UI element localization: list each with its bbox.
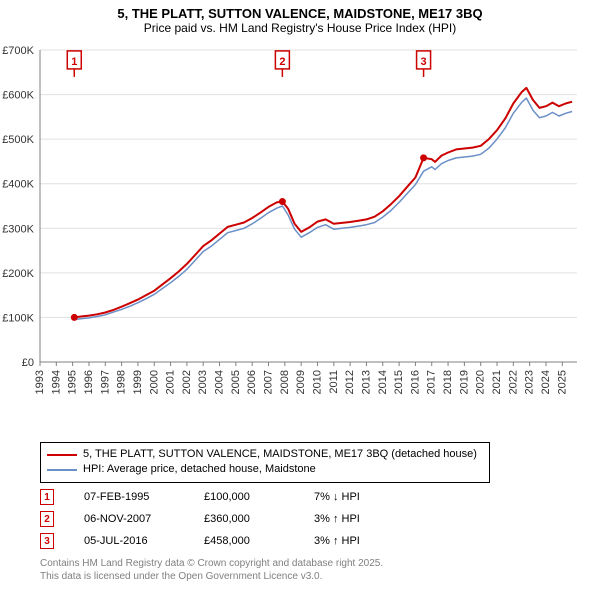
svg-text:2002: 2002 (181, 370, 193, 394)
sale-delta: 7% ↓ HPI (314, 491, 394, 503)
svg-text:£300K: £300K (2, 223, 34, 235)
sale-price: £100,000 (204, 491, 284, 503)
chart-titles: 5, THE PLATT, SUTTON VALENCE, MAIDSTONE,… (0, 0, 600, 35)
svg-text:2020: 2020 (475, 370, 487, 394)
svg-text:£600K: £600K (2, 90, 34, 102)
sale-marker-icon: 1 (40, 489, 54, 505)
legend-swatch (47, 454, 77, 456)
legend-label: HPI: Average price, detached house, Maid… (83, 462, 316, 477)
svg-text:2007: 2007 (263, 370, 275, 394)
svg-text:2021: 2021 (491, 370, 503, 394)
svg-text:2014: 2014 (377, 370, 389, 394)
svg-text:£500K: £500K (2, 134, 34, 146)
svg-text:2003: 2003 (197, 370, 209, 394)
svg-text:1993: 1993 (34, 370, 46, 394)
title-line-1: 5, THE PLATT, SUTTON VALENCE, MAIDSTONE,… (0, 6, 600, 21)
table-row: 2 06-NOV-2007 £360,000 3% ↑ HPI (40, 508, 394, 530)
footer-attribution: Contains HM Land Registry data © Crown c… (40, 558, 383, 583)
svg-text:1998: 1998 (116, 370, 128, 394)
svg-text:2016: 2016 (409, 370, 421, 394)
sale-date: 05-JUL-2016 (84, 535, 174, 547)
svg-text:2001: 2001 (165, 370, 177, 394)
table-row: 1 07-FEB-1995 £100,000 7% ↓ HPI (40, 486, 394, 508)
svg-text:£400K: £400K (2, 179, 34, 191)
sale-delta: 3% ↑ HPI (314, 513, 394, 525)
sale-delta: 3% ↑ HPI (314, 535, 394, 547)
legend-item: 5, THE PLATT, SUTTON VALENCE, MAIDSTONE,… (47, 447, 483, 462)
svg-text:2006: 2006 (246, 370, 258, 394)
svg-text:£700K: £700K (2, 45, 34, 57)
svg-text:2017: 2017 (426, 370, 438, 394)
svg-text:2023: 2023 (524, 370, 536, 394)
sale-marker-icon: 3 (40, 533, 54, 549)
sale-marker-icon: 2 (40, 511, 54, 527)
legend-swatch (47, 469, 77, 471)
svg-text:1: 1 (71, 56, 77, 68)
title-line-2: Price paid vs. HM Land Registry's House … (0, 21, 600, 35)
chart-area: £0£100K£200K£300K£400K£500K£600K£700K199… (40, 50, 583, 410)
svg-text:1994: 1994 (50, 370, 62, 394)
legend: 5, THE PLATT, SUTTON VALENCE, MAIDSTONE,… (40, 442, 490, 483)
sales-table: 1 07-FEB-1995 £100,000 7% ↓ HPI 2 06-NOV… (40, 486, 394, 552)
svg-text:2009: 2009 (295, 370, 307, 394)
svg-text:2024: 2024 (540, 370, 552, 394)
svg-text:2012: 2012 (344, 370, 356, 394)
legend-label: 5, THE PLATT, SUTTON VALENCE, MAIDSTONE,… (83, 447, 477, 462)
svg-text:1995: 1995 (67, 370, 79, 394)
table-row: 3 05-JUL-2016 £458,000 3% ↑ HPI (40, 530, 394, 552)
svg-text:£100K: £100K (2, 312, 34, 324)
svg-text:2: 2 (279, 56, 285, 68)
sale-price: £458,000 (204, 535, 284, 547)
svg-text:2018: 2018 (442, 370, 454, 394)
svg-text:2022: 2022 (507, 370, 519, 394)
svg-text:2000: 2000 (148, 370, 160, 394)
svg-text:1997: 1997 (99, 370, 111, 394)
svg-text:2025: 2025 (556, 370, 568, 394)
svg-text:2004: 2004 (214, 370, 226, 394)
sale-date: 07-FEB-1995 (84, 491, 174, 503)
svg-text:2005: 2005 (230, 370, 242, 394)
svg-text:£0: £0 (22, 357, 34, 369)
legend-item: HPI: Average price, detached house, Maid… (47, 462, 483, 477)
svg-text:2011: 2011 (328, 370, 340, 394)
footer-line: This data is licensed under the Open Gov… (40, 571, 383, 584)
svg-text:2008: 2008 (279, 370, 291, 394)
svg-text:1999: 1999 (132, 370, 144, 394)
svg-text:2013: 2013 (360, 370, 372, 394)
svg-text:1996: 1996 (83, 370, 95, 394)
footer-line: Contains HM Land Registry data © Crown c… (40, 558, 383, 571)
svg-text:2015: 2015 (393, 370, 405, 394)
svg-text:3: 3 (421, 56, 427, 68)
sale-price: £360,000 (204, 513, 284, 525)
svg-text:2019: 2019 (458, 370, 470, 394)
sale-date: 06-NOV-2007 (84, 513, 174, 525)
svg-text:£200K: £200K (2, 268, 34, 280)
svg-text:2010: 2010 (311, 370, 323, 394)
line-chart: £0£100K£200K£300K£400K£500K£600K£700K199… (40, 50, 583, 410)
